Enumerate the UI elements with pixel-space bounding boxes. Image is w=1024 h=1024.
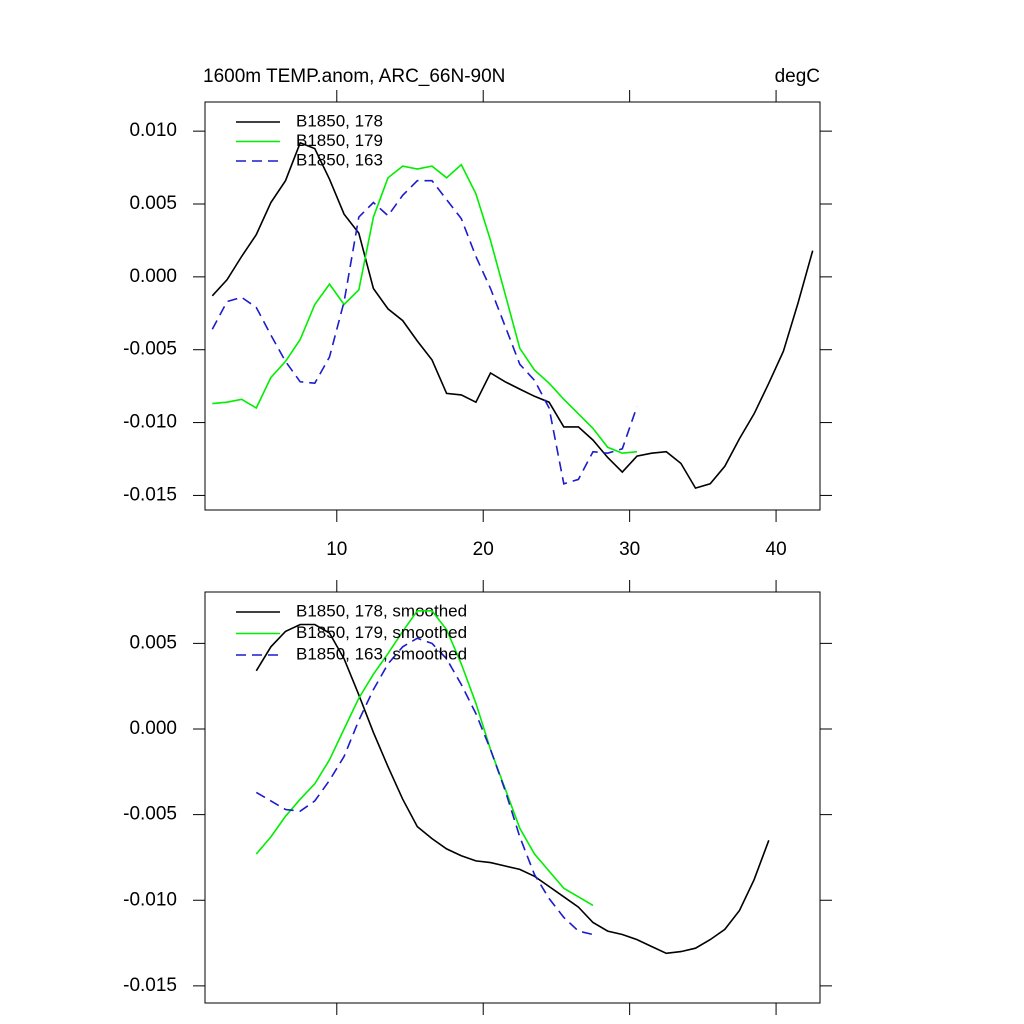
data-line (212, 163, 638, 455)
data-line (255, 623, 770, 955)
y-tick-label: 0.005 (129, 193, 177, 214)
y-tick-label: 0.000 (129, 266, 177, 287)
y-tick-label: 0.010 (129, 120, 177, 141)
units-label: degC (775, 66, 820, 87)
legend-label: B1850, 179, smoothed (296, 623, 467, 642)
x-tick-label: 10 (326, 539, 347, 560)
x-tick-label: 30 (619, 539, 640, 560)
data-line (211, 179, 638, 485)
y-tick-label: 0.000 (129, 718, 177, 739)
y-tick-label: 0.005 (129, 632, 177, 653)
plot-frame (204, 591, 821, 1004)
y-tick-label: -0.005 (123, 339, 177, 360)
legend-label: B1850, 178 (296, 111, 383, 130)
x-tick-label: 20 (473, 539, 494, 560)
data-line (255, 637, 594, 936)
plot-frame (204, 101, 821, 511)
legend-label: B1850, 163, smoothed (296, 644, 467, 663)
y-tick-label: -0.010 (123, 889, 177, 910)
data-line (255, 610, 594, 907)
legend-label: B1850, 178, smoothed (296, 601, 467, 620)
chart-title: 1600m TEMP.anom, ARC_66N-90N (203, 66, 505, 87)
legend-label: B1850, 179 (296, 131, 383, 150)
y-tick-label: -0.015 (123, 484, 177, 505)
y-tick-label: -0.015 (123, 975, 177, 996)
y-tick-label: -0.005 (123, 804, 177, 825)
legend-label: B1850, 163 (296, 150, 383, 169)
x-tick-label: 40 (766, 539, 787, 560)
y-tick-label: -0.010 (123, 412, 177, 433)
data-line (211, 141, 814, 490)
